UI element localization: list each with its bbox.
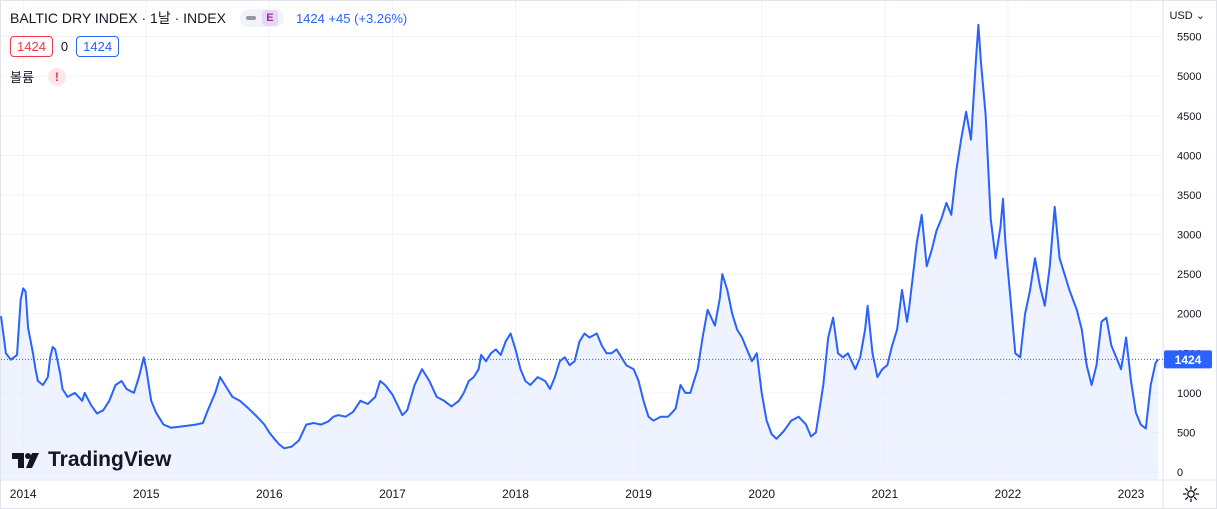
y-tick-label: 500 bbox=[1177, 427, 1195, 439]
series-area bbox=[1, 24, 1159, 481]
x-tick-label: 2023 bbox=[1118, 487, 1145, 501]
y-tick-label: 0 bbox=[1177, 467, 1183, 479]
y-tick-label: 5000 bbox=[1177, 71, 1201, 83]
last-price-badge bbox=[1164, 350, 1212, 369]
legend-title-row: BALTIC DRY INDEX · 1날 · INDEX E 1424 +45… bbox=[10, 8, 407, 28]
last-price-text: 1424 bbox=[1175, 353, 1202, 367]
x-tick-label: 2022 bbox=[995, 487, 1022, 501]
y-tick-label: 3000 bbox=[1177, 230, 1201, 242]
close-value-box: 1424 bbox=[76, 36, 120, 57]
series bbox=[0, 23, 1159, 481]
legend-volume-row: 볼륨 ! bbox=[10, 67, 66, 86]
symbol-title[interactable]: BALTIC DRY INDEX · 1날 · INDEX bbox=[10, 10, 226, 26]
x-tick-label: 2019 bbox=[625, 487, 652, 501]
y-tick-label: 4000 bbox=[1177, 150, 1201, 162]
minus-icon bbox=[245, 16, 256, 20]
y-tick-label: 5500 bbox=[1177, 32, 1201, 44]
exchange-badge: E bbox=[261, 10, 278, 26]
y-tick-label: 4500 bbox=[1177, 111, 1201, 123]
x-tick-label: 2015 bbox=[133, 487, 160, 501]
x-tick-label: 2018 bbox=[502, 487, 529, 501]
x-tick-label: 2014 bbox=[10, 487, 37, 501]
legend-values-row: 1424 0 1424 bbox=[10, 36, 120, 57]
series-line bbox=[0, 23, 1159, 450]
gear-icon[interactable] bbox=[1182, 485, 1200, 503]
mid-value: 0 bbox=[60, 39, 69, 54]
status-pill[interactable]: E bbox=[239, 9, 284, 27]
x-axis[interactable]: 2014 2015 2016 2017 2018 2019 2020 2021 2022 2023 bbox=[10, 487, 1145, 501]
currency-label: USD bbox=[1169, 10, 1193, 22]
chevron-down-icon: ⌄ bbox=[1195, 10, 1205, 22]
brand-name: TradingView bbox=[48, 448, 172, 471]
x-tick-label: 2016 bbox=[256, 487, 283, 501]
x-tick-label: 2021 bbox=[871, 487, 898, 501]
price-change: 1424 +45 (+3.26%) bbox=[295, 10, 408, 26]
y-tick-label: 1000 bbox=[1177, 388, 1201, 400]
y-tick-label: 3500 bbox=[1177, 190, 1201, 202]
last-price-label: 1424 bbox=[1, 350, 1212, 369]
warning-icon[interactable]: ! bbox=[47, 67, 66, 86]
x-tick-label: 2017 bbox=[379, 487, 406, 501]
volume-label[interactable]: 볼륨 bbox=[10, 70, 34, 85]
y-tick-label: 2000 bbox=[1177, 309, 1201, 321]
y-tick-label: 2500 bbox=[1177, 269, 1201, 281]
currency-selector[interactable]: USD ⌄ bbox=[1169, 9, 1205, 22]
tradingview-logo[interactable]: TradingView bbox=[12, 448, 171, 472]
x-tick-label: 2020 bbox=[748, 487, 775, 501]
open-value-box: 1424 bbox=[10, 36, 53, 57]
tradingview-logo-icon bbox=[12, 453, 39, 468]
y-axis[interactable]: 0500100015002000250030003500400045005000… bbox=[1177, 32, 1201, 479]
